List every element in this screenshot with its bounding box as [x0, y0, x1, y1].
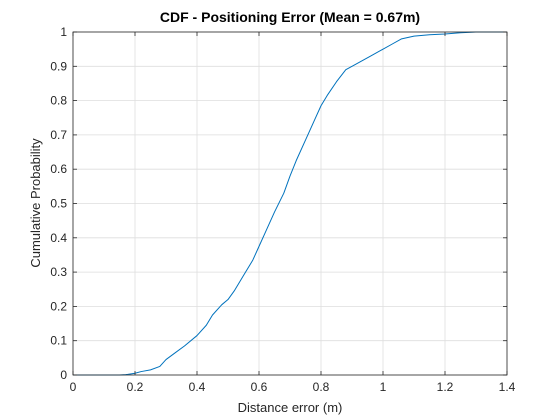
- x-tick-labels: 0 0.2 0.4 0.6 0.8 1 1.2 1.4: [70, 380, 516, 394]
- data-layer: [73, 31, 507, 376]
- x-axis-label: Distance error (m): [238, 400, 343, 415]
- y-axis-label: Cumulative Probability: [28, 138, 43, 268]
- y-tick-label: 1: [60, 25, 67, 39]
- chart-title: CDF - Positioning Error (Mean = 0.67m): [160, 9, 420, 25]
- x-tick-label: 0.6: [251, 380, 268, 394]
- x-tick-label: 0.2: [127, 380, 144, 394]
- y-tick-label: 0.5: [50, 197, 67, 211]
- y-tick-label: 0.7: [50, 128, 67, 142]
- y-tick-label: 0.3: [50, 265, 67, 279]
- x-tick-label: 0.4: [189, 380, 206, 394]
- y-tick-label: 0.2: [50, 299, 67, 313]
- x-tick-label: 0.8: [313, 380, 330, 394]
- x-tick-label: 1.4: [499, 380, 516, 394]
- x-tick-label: 1.2: [437, 380, 454, 394]
- y-tick-labels: 0 0.1 0.2 0.3 0.4 0.5 0.6 0.7 0.8 0.9 1: [50, 25, 67, 382]
- y-tick-label: 0: [60, 368, 67, 382]
- y-tick-label: 0.1: [50, 334, 67, 348]
- y-tick-label: 0.9: [50, 59, 67, 73]
- ticks: [72, 31, 508, 376]
- y-tick-label: 0.4: [50, 231, 67, 245]
- cdf-curve: [73, 31, 507, 376]
- y-tick-label: 0.6: [50, 162, 67, 176]
- x-tick-label: 1: [380, 380, 387, 394]
- x-tick-label: 0: [70, 380, 77, 394]
- y-tick-label: 0.8: [50, 94, 67, 108]
